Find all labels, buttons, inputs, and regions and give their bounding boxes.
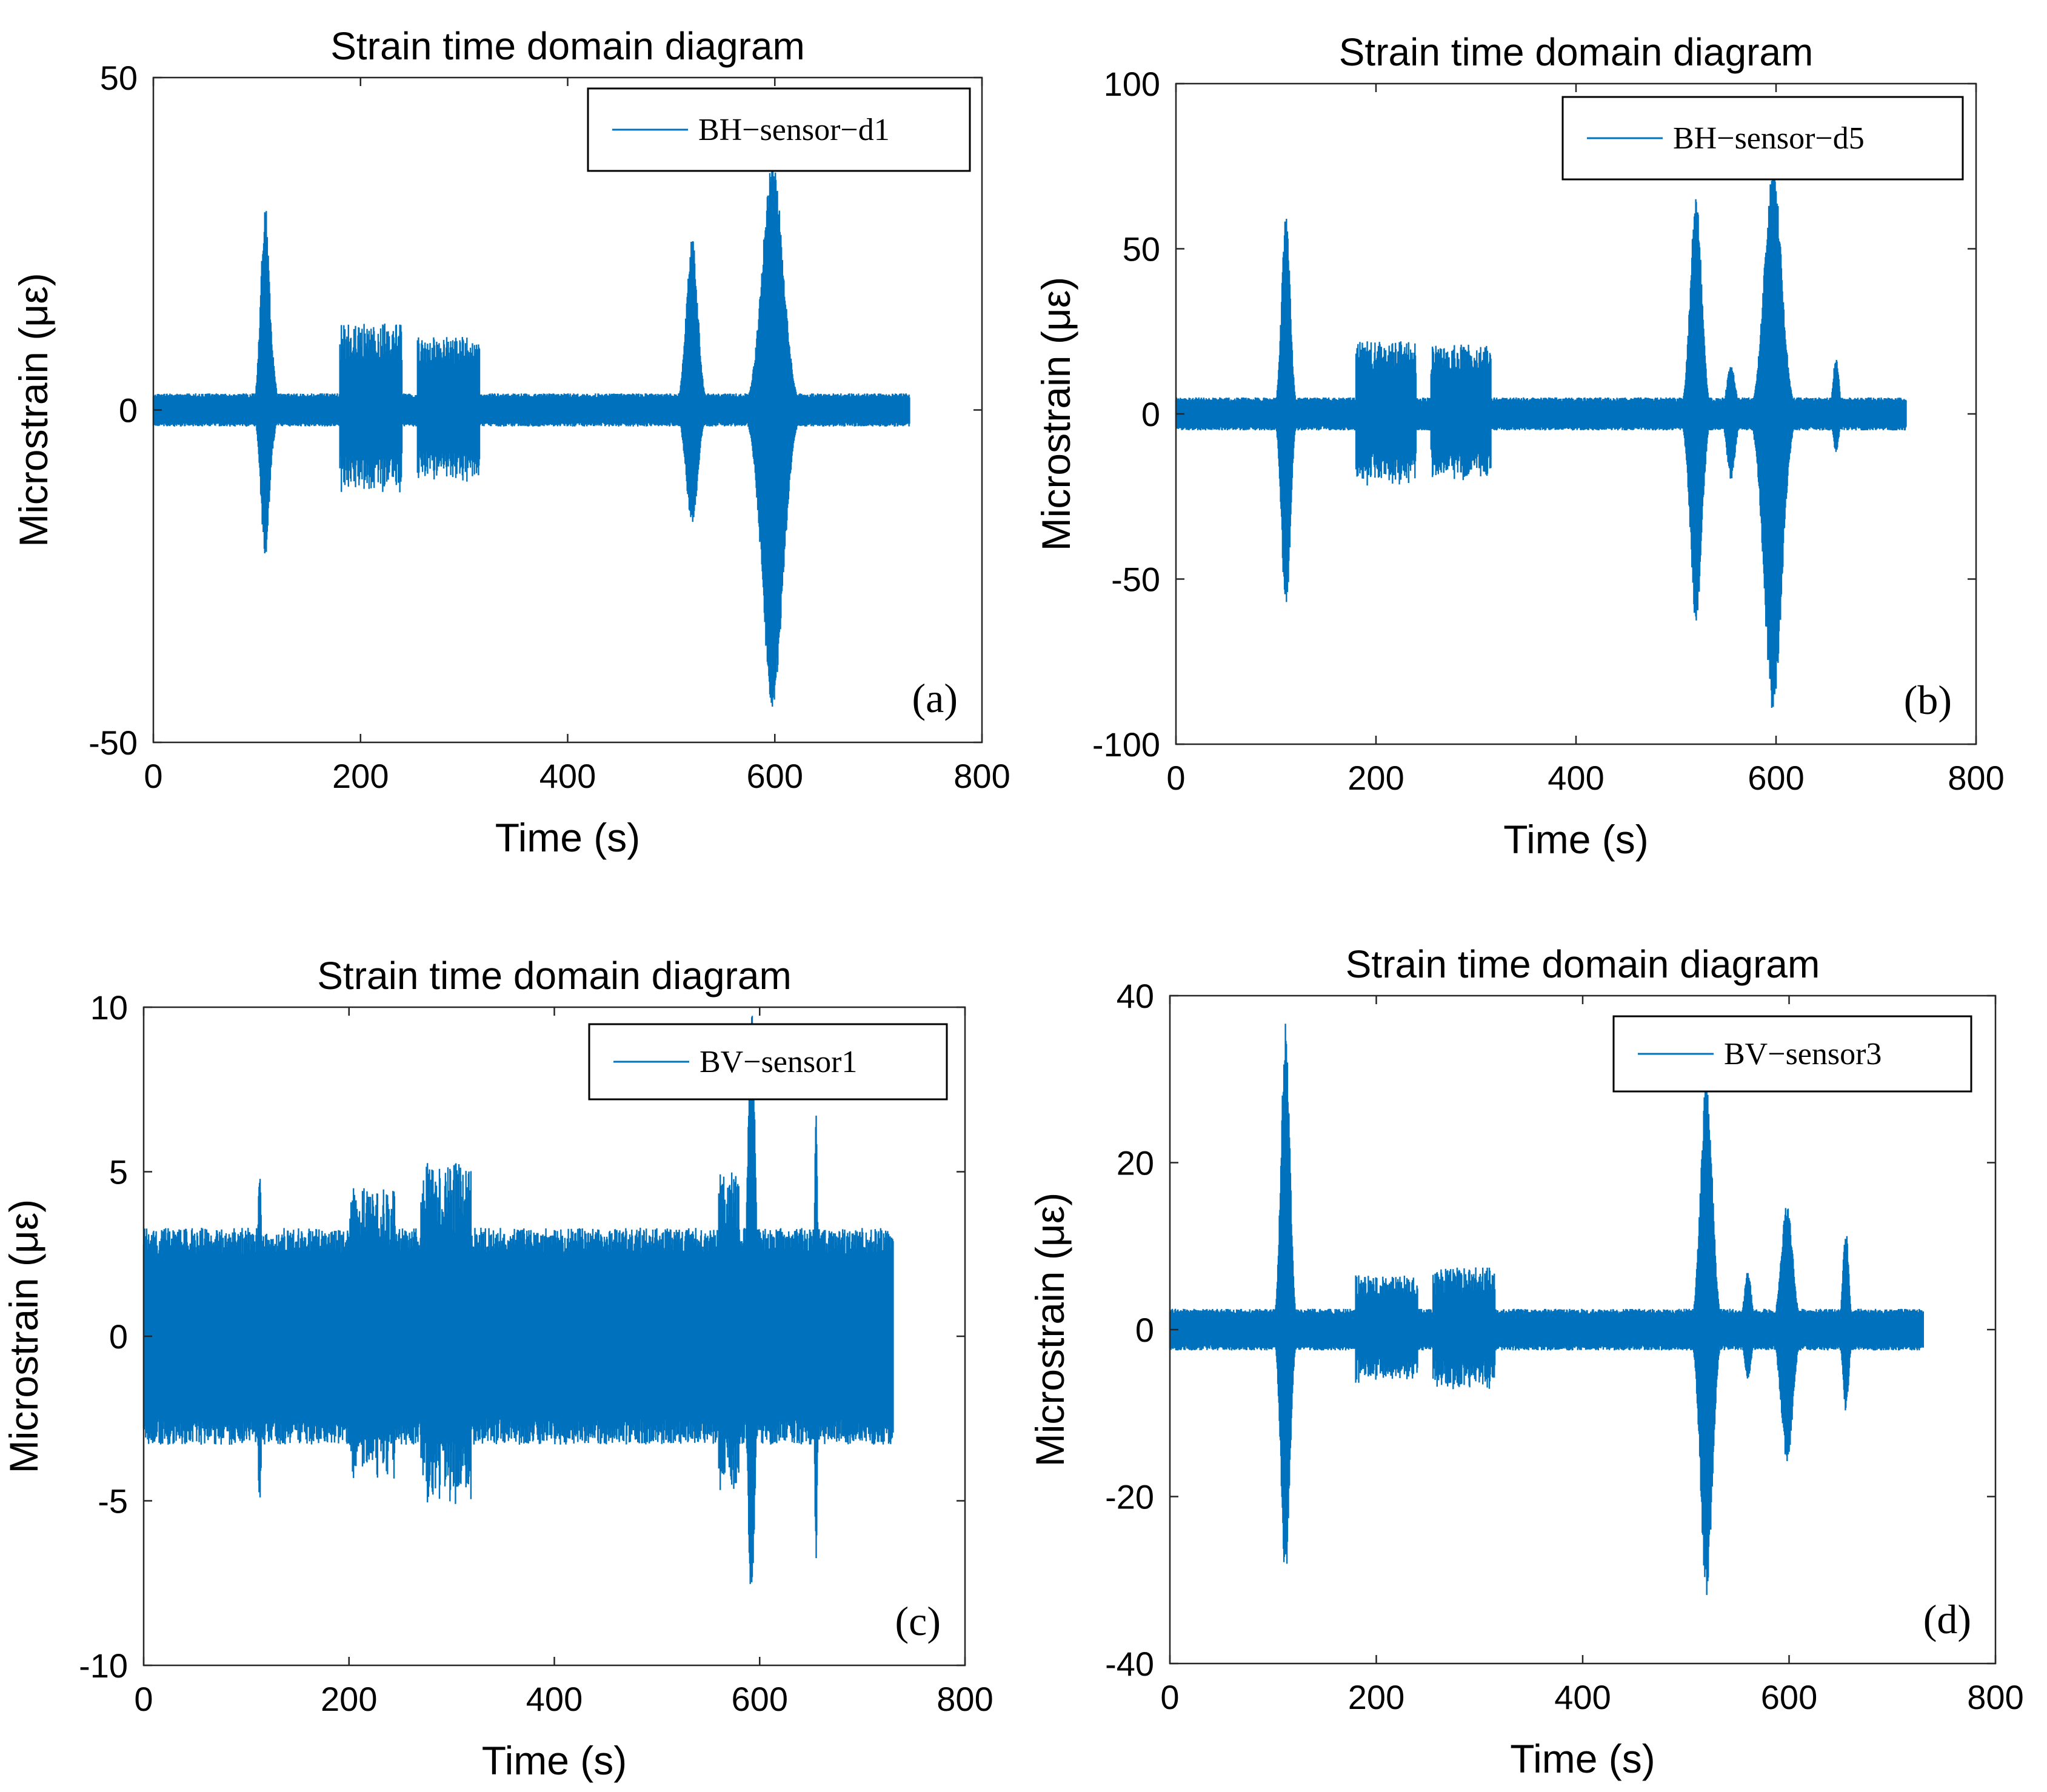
x-tick-label: 0 — [144, 757, 162, 795]
legend: BV−sensor3 — [1612, 1015, 1972, 1093]
y-tick-label: -5 — [98, 1482, 128, 1521]
panel-label: (a) — [912, 675, 958, 721]
chart-panel-c: Strain time domain diagram 0 200 400 600 800 -… — [1, 954, 993, 1783]
y-tick-label: -20 — [1105, 1478, 1154, 1516]
y-tick-label: -10 — [79, 1647, 128, 1685]
x-tick-label: 600 — [747, 757, 803, 795]
y-tick-label: 0 — [119, 391, 138, 430]
legend: BH−sensor−d1 — [587, 87, 971, 172]
legend: BH−sensor−d5 — [1561, 96, 1964, 181]
x-tick-label: 200 — [1348, 1678, 1404, 1716]
x-tick-label: 800 — [953, 757, 1010, 795]
x-tick-label: 600 — [732, 1680, 788, 1718]
legend-label: BV−sensor3 — [1724, 1037, 1882, 1071]
x-tick-label: 200 — [321, 1680, 377, 1718]
x-tick-label: 800 — [937, 1680, 993, 1718]
y-tick-label: -100 — [1092, 725, 1160, 764]
x-tick-label: 200 — [1347, 759, 1404, 797]
x-tick-label: 600 — [1761, 1678, 1817, 1716]
x-tick-label: 400 — [526, 1680, 583, 1718]
signal-line-b — [1175, 174, 1907, 708]
x-axis-label: Time (s) — [482, 1738, 627, 1783]
y-tick-label: 20 — [1117, 1144, 1154, 1182]
panel-label: (d) — [1923, 1596, 1971, 1642]
chart-title: Strain time domain diagram — [317, 954, 792, 998]
x-tick-label: 0 — [1166, 759, 1185, 797]
x-tick-label: 400 — [1554, 1678, 1611, 1716]
x-tick-label: 600 — [1748, 759, 1804, 797]
signal-line-d — [1169, 1024, 1924, 1595]
y-tick-label: 0 — [1141, 395, 1160, 433]
x-tick-label: 0 — [134, 1680, 153, 1718]
legend-label: BH−sensor−d1 — [698, 113, 890, 147]
y-tick-label: 50 — [100, 59, 138, 97]
signal-line-c — [142, 1016, 894, 1584]
y-tick-label: -50 — [1111, 561, 1160, 599]
panel-label: (c) — [895, 1598, 941, 1644]
x-tick-label: 800 — [1967, 1678, 2023, 1716]
y-tick-label: 50 — [1123, 230, 1160, 268]
legend-label: BV−sensor1 — [700, 1045, 857, 1079]
x-tick-label: 200 — [332, 757, 389, 795]
x-axis-label: Time (s) — [1510, 1736, 1655, 1781]
chart-title: Strain time domain diagram — [1346, 942, 1820, 986]
chart-title: Strain time domain diagram — [1339, 30, 1814, 74]
y-tick-label: 40 — [1117, 977, 1154, 1015]
x-tick-label: 400 — [539, 757, 596, 795]
panel-label: (b) — [1904, 677, 1952, 723]
y-axis-label: Microstrain (με) — [1, 1199, 46, 1473]
y-axis-label: Microstrain (με) — [1027, 1193, 1072, 1467]
legend: BV−sensor1 — [588, 1023, 948, 1101]
y-axis-label: Microstrain (με) — [11, 273, 56, 547]
chart-panel-a: Strain time domain diagram 0 200 400 600 800 -… — [11, 24, 1010, 860]
legend-label: BH−sensor−d5 — [1673, 121, 1865, 156]
chart-title: Strain time domain diagram — [330, 24, 805, 68]
y-axis-label: Microstrain (με) — [1034, 277, 1078, 551]
y-tick-label: 0 — [109, 1317, 128, 1356]
y-tick-label: 100 — [1104, 65, 1160, 103]
x-tick-label: 800 — [1948, 759, 2004, 797]
y-tick-label: 10 — [90, 988, 128, 1027]
x-axis-label: Time (s) — [1503, 817, 1649, 862]
x-tick-label: 400 — [1548, 759, 1604, 797]
signal-line-a — [152, 162, 910, 707]
x-tick-label: 0 — [1160, 1678, 1179, 1716]
x-axis-label: Time (s) — [495, 815, 641, 860]
y-tick-label: 5 — [109, 1153, 128, 1191]
y-tick-label: -40 — [1105, 1645, 1154, 1683]
chart-panel-b: Strain time domain diagram 0 200 400 600 800 -… — [1034, 30, 2005, 862]
y-tick-label: -50 — [88, 724, 138, 762]
y-tick-label: 0 — [1135, 1311, 1154, 1349]
